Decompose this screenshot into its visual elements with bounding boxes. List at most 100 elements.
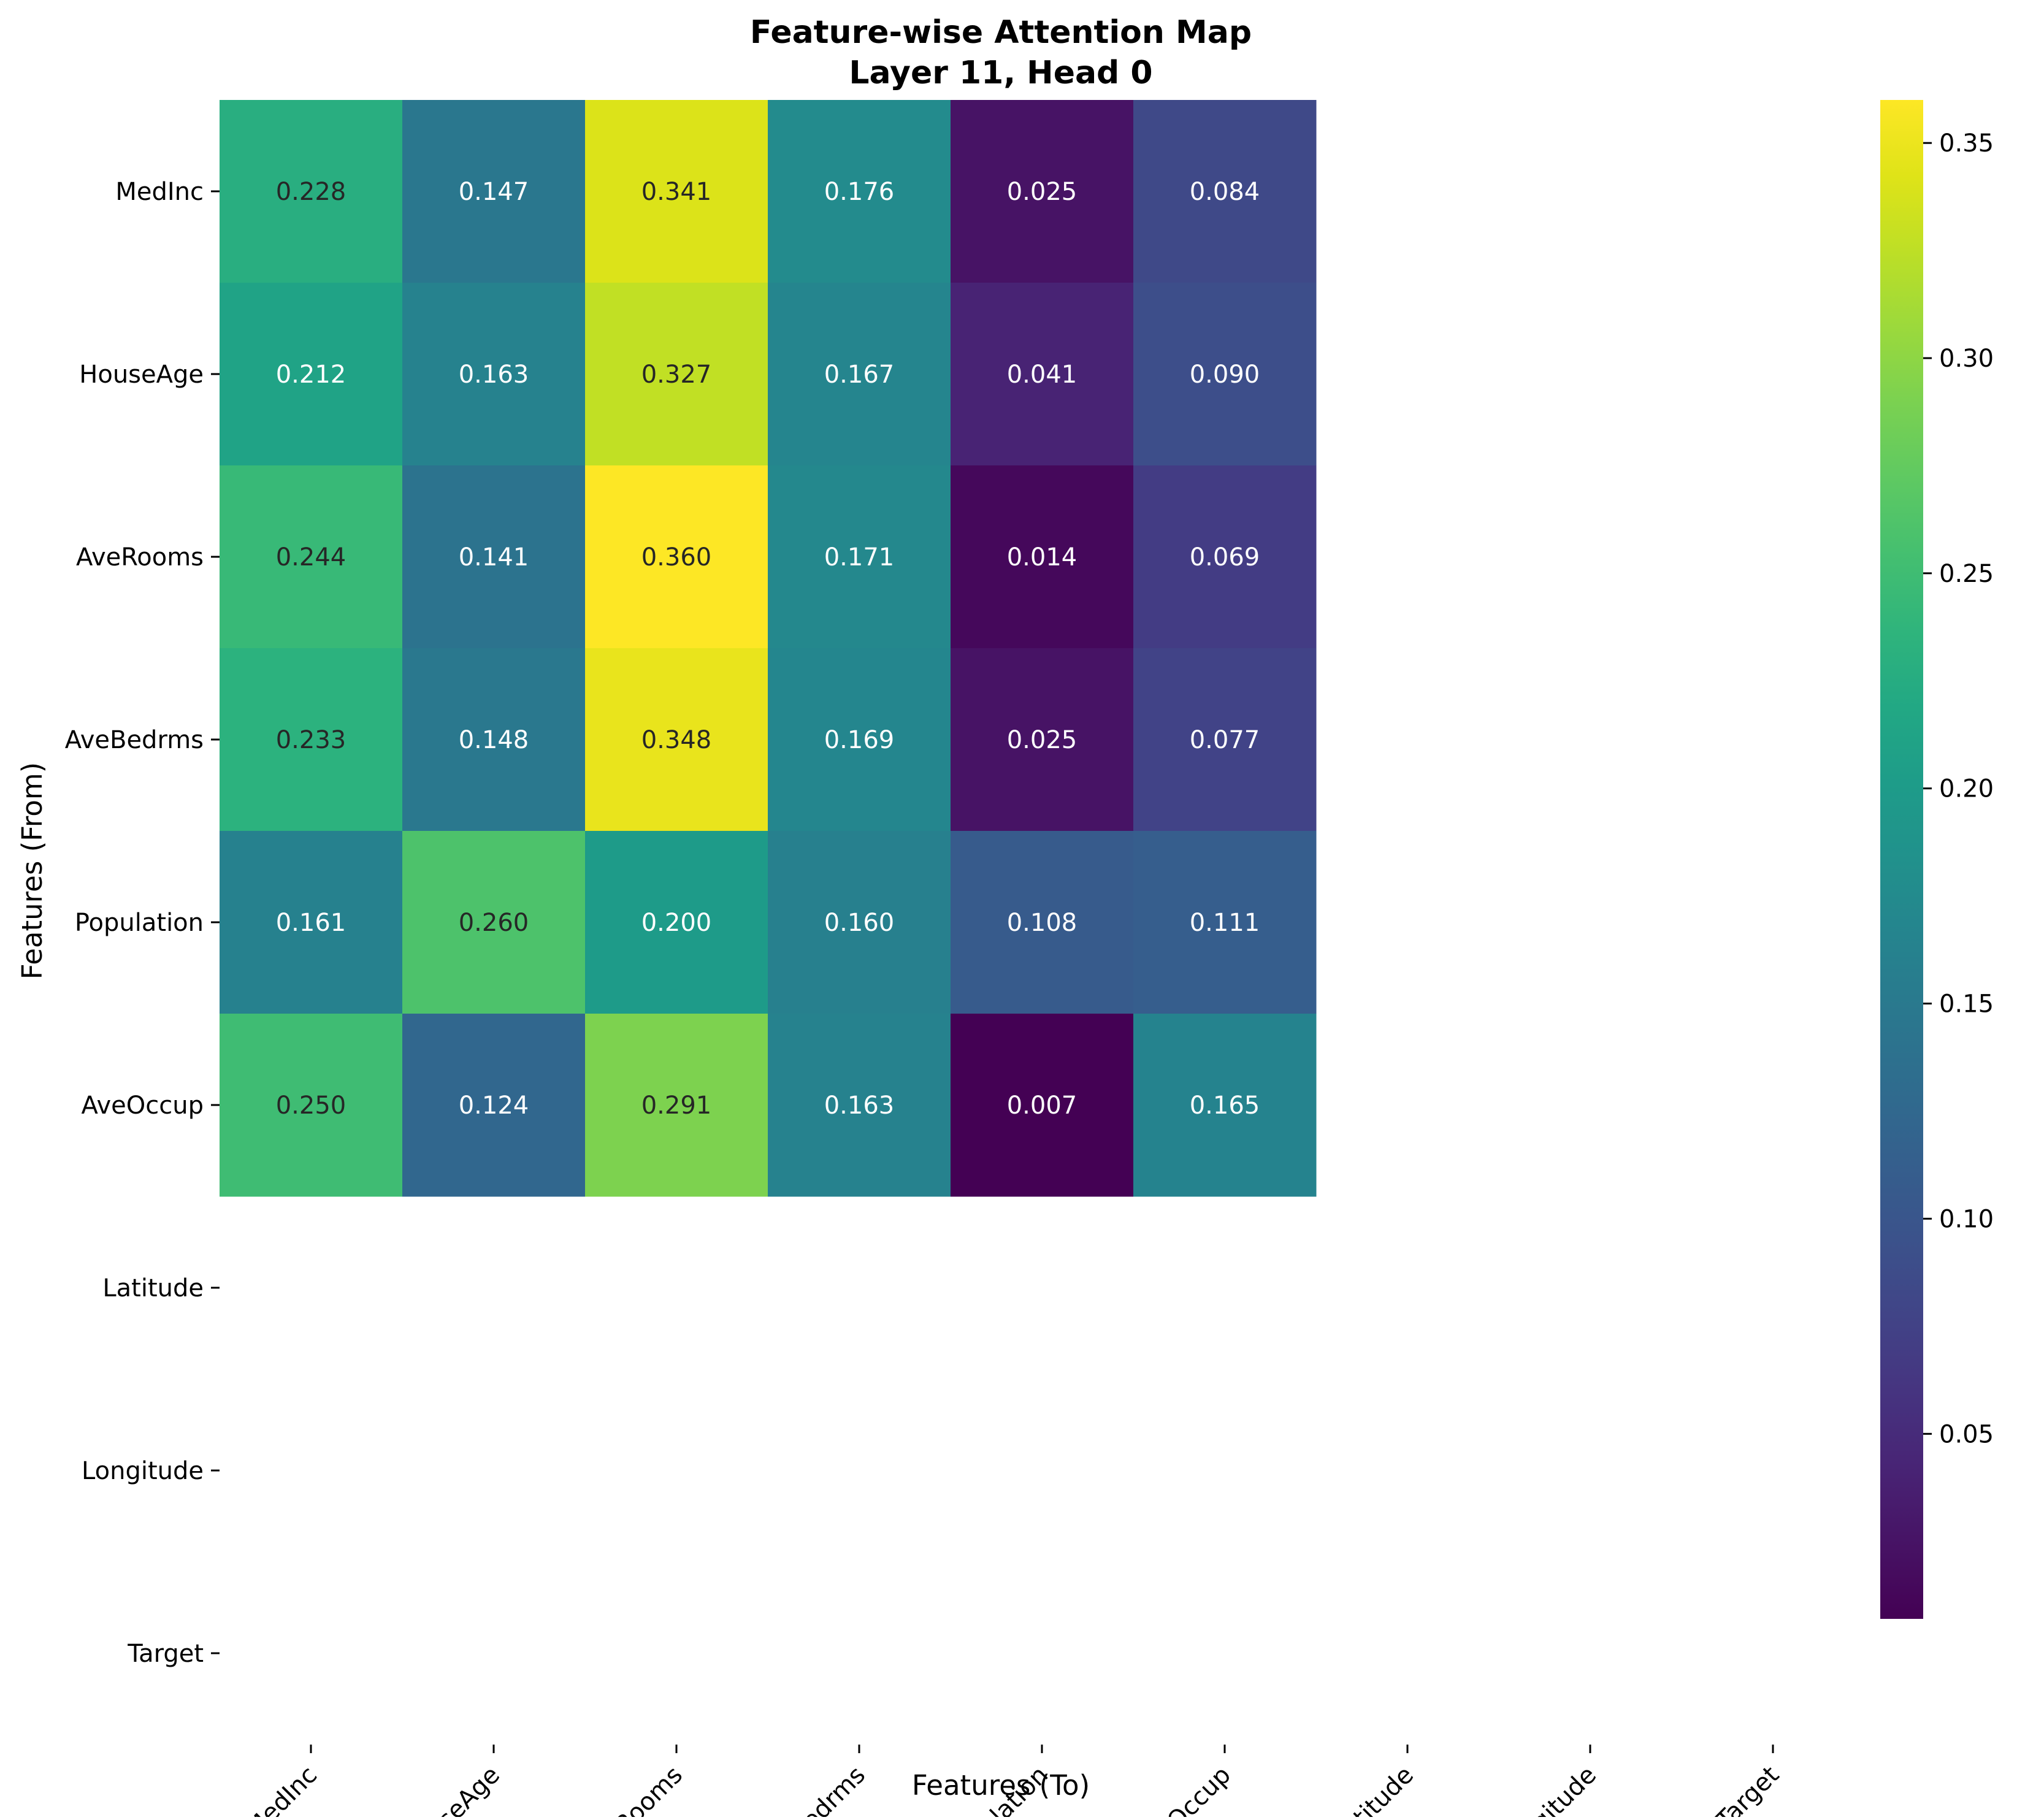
- heatmap-cell-label: 0.069: [1190, 543, 1260, 572]
- heatmap-cell: [220, 100, 403, 283]
- heatmap-cell-label: 0.160: [824, 909, 895, 937]
- heatmap-cell-label: 0.025: [1007, 178, 1078, 206]
- heatmap-cell-label: 0.090: [1190, 361, 1260, 389]
- colorbar-tick-label: 0.15: [1939, 990, 1994, 1019]
- heatmap-cell-label: 0.167: [824, 361, 895, 389]
- heatmap-cell: [1133, 831, 1317, 1014]
- heatmap-cell: [1133, 100, 1317, 283]
- heatmap-cell-label: 0.014: [1007, 543, 1078, 572]
- y-tick-label: AveOccup: [81, 1092, 204, 1120]
- heatmap-cell: [402, 100, 586, 283]
- heatmap-cell: [951, 831, 1134, 1014]
- y-tick-label: Longitude: [82, 1457, 204, 1485]
- y-tick-label: HouseAge: [79, 361, 204, 389]
- heatmap-cell-label: 0.291: [641, 1092, 712, 1120]
- heatmap-cell-label: 0.200: [641, 909, 712, 937]
- heatmap-cell-label: 0.007: [1007, 1092, 1078, 1120]
- heatmap-cell: [768, 1014, 951, 1197]
- colorbar-ticks: 0.05 0.10 0.15 0.20 0.25 0.30 0.35: [1923, 129, 1994, 1448]
- heatmap-cell: [585, 100, 768, 283]
- heatmap-cell: [1133, 465, 1317, 649]
- colorbar: 0.05 0.10 0.15 0.20 0.25 0.30 0.35: [1880, 100, 1994, 1619]
- heatmap-cell-labels: 0.228 0.147 0.341 0.176 0.025 0.084 0.212 0.163…: [276, 178, 1260, 1120]
- colorbar-tick-label: 0.25: [1939, 560, 1994, 588]
- heatmap-cell-label: 0.124: [459, 1092, 529, 1120]
- heatmap-cell: [768, 100, 951, 283]
- heatmap-cell: [1133, 648, 1317, 832]
- heatmap-cell: [585, 465, 768, 649]
- heatmap-cell-label: 0.250: [276, 1092, 346, 1120]
- heatmap-cell-label: 0.233: [276, 726, 346, 754]
- heatmap-cells: [220, 100, 1317, 1197]
- heatmap-cell: [768, 648, 951, 832]
- y-axis: MedInc HouseAge AveRooms AveBedrms Populatio…: [65, 178, 220, 1668]
- heatmap-cell-label: 0.084: [1190, 178, 1260, 206]
- heatmap-cell: [585, 648, 768, 832]
- colorbar-tick-label: 0.20: [1939, 775, 1994, 803]
- heatmap-cell-label: 0.212: [276, 361, 346, 389]
- heatmap-cell-label: 0.108: [1007, 909, 1078, 937]
- heatmap-cell: [768, 831, 951, 1014]
- heatmap-cell: [768, 283, 951, 466]
- heatmap-cell-label: 0.163: [459, 361, 529, 389]
- y-tick-label: Target: [127, 1640, 204, 1668]
- heatmap-cell: [951, 1014, 1134, 1197]
- colorbar-tick-label: 0.10: [1939, 1205, 1994, 1233]
- heatmap-cell: [1133, 1014, 1317, 1197]
- heatmap-cell-label: 0.161: [276, 909, 346, 937]
- heatmap-cell-label: 0.348: [641, 726, 712, 754]
- heatmap-cell-label: 0.360: [641, 543, 712, 572]
- heatmap-cell-label: 0.171: [824, 543, 895, 572]
- heatmap-cell: [951, 465, 1134, 649]
- colorbar-tick-label: 0.05: [1939, 1420, 1994, 1448]
- heatmap-cell: [402, 831, 586, 1014]
- heatmap-cell-label: 0.260: [459, 909, 529, 937]
- heatmap-cell: [585, 1014, 768, 1197]
- heatmap-cell-label: 0.163: [824, 1092, 895, 1120]
- y-tick-label: AveRooms: [76, 543, 204, 572]
- y-tick-label: Population: [75, 909, 204, 937]
- heatmap-cell: [951, 100, 1134, 283]
- heatmap-cell-label: 0.148: [459, 726, 529, 754]
- heatmap-cell: [402, 1014, 586, 1197]
- heatmap-cell: [402, 283, 586, 466]
- heatmap-cell-label: 0.025: [1007, 726, 1078, 754]
- y-axis-label: Features (From): [16, 762, 48, 979]
- chart-subtitle: Layer 11, Head 0: [849, 55, 1152, 91]
- heatmap-cell-label: 0.041: [1007, 361, 1078, 389]
- heatmap-cell-label: 0.147: [459, 178, 529, 206]
- chart-title: Feature-wise Attention Map: [750, 14, 1252, 51]
- heatmap-cell-label: 0.228: [276, 178, 346, 206]
- colorbar-tick-label: 0.30: [1939, 345, 1994, 373]
- heatmap-cell-label: 0.141: [459, 543, 529, 572]
- x-axis-label: Features (To): [912, 1769, 1090, 1802]
- heatmap-cell: [220, 283, 403, 466]
- heatmap-cell-label: 0.327: [641, 361, 712, 389]
- heatmap-cell-label: 0.341: [641, 178, 712, 206]
- heatmap-cell-label: 0.077: [1190, 726, 1260, 754]
- heatmap-cell: [220, 648, 403, 832]
- heatmap-cell: [1133, 283, 1317, 466]
- heatmap-cell: [220, 465, 403, 649]
- heatmap-cell-label: 0.165: [1190, 1092, 1260, 1120]
- heatmap-cell: [951, 283, 1134, 466]
- y-tick-label: Latitude: [102, 1274, 204, 1302]
- heatmap-cell-label: 0.111: [1190, 909, 1260, 937]
- y-tick-label: AveBedrms: [65, 726, 204, 754]
- heatmap-cell: [402, 648, 586, 832]
- y-tick-label: MedInc: [115, 178, 204, 206]
- heatmap-cell: [768, 465, 951, 649]
- heatmap-cell: [402, 465, 586, 649]
- heatmap-cell: [220, 831, 403, 1014]
- heatmap-cell: [220, 1014, 403, 1197]
- heatmap-cell: [585, 283, 768, 466]
- heatmap-cell: [951, 648, 1134, 832]
- heatmap-cell: [585, 831, 768, 1014]
- colorbar-tick-label: 0.35: [1939, 129, 1994, 158]
- heatmap-cell-label: 0.176: [824, 178, 895, 206]
- colorbar-gradient: [1880, 100, 1923, 1619]
- heatmap-cell-label: 0.169: [824, 726, 895, 754]
- heatmap-cell-label: 0.244: [276, 543, 346, 572]
